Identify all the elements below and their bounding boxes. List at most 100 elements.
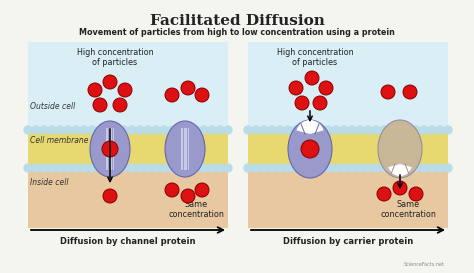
Ellipse shape — [378, 120, 422, 178]
Circle shape — [216, 126, 224, 134]
Circle shape — [364, 164, 372, 172]
Text: ScienceFacts.net: ScienceFacts.net — [404, 262, 445, 267]
Circle shape — [88, 126, 96, 134]
Circle shape — [181, 81, 195, 95]
Text: Movement of particles from high to low concentration using a protein: Movement of particles from high to low c… — [79, 28, 395, 37]
Circle shape — [192, 126, 200, 134]
Circle shape — [292, 164, 300, 172]
Ellipse shape — [90, 121, 130, 177]
Circle shape — [200, 164, 208, 172]
Circle shape — [308, 126, 316, 134]
Circle shape — [216, 164, 224, 172]
Circle shape — [168, 126, 176, 134]
Circle shape — [192, 164, 200, 172]
Circle shape — [301, 140, 319, 158]
Circle shape — [152, 126, 160, 134]
Circle shape — [300, 164, 308, 172]
Circle shape — [152, 164, 160, 172]
Ellipse shape — [165, 121, 205, 177]
Circle shape — [300, 126, 308, 134]
Circle shape — [428, 164, 436, 172]
Circle shape — [208, 126, 216, 134]
Circle shape — [372, 164, 380, 172]
Circle shape — [332, 126, 340, 134]
Circle shape — [444, 164, 452, 172]
Circle shape — [112, 126, 120, 134]
Circle shape — [340, 126, 348, 134]
Circle shape — [396, 126, 404, 134]
Circle shape — [165, 183, 179, 197]
Circle shape — [80, 126, 88, 134]
Bar — [248, 168, 448, 228]
Circle shape — [56, 164, 64, 172]
Circle shape — [364, 126, 372, 134]
Circle shape — [292, 126, 300, 134]
Circle shape — [88, 164, 96, 172]
Circle shape — [112, 164, 120, 172]
Wedge shape — [296, 120, 324, 134]
Circle shape — [348, 164, 356, 172]
Circle shape — [316, 164, 324, 172]
Text: High concentration
of particles: High concentration of particles — [77, 48, 153, 67]
Text: Same
concentration: Same concentration — [380, 200, 436, 219]
Circle shape — [208, 164, 216, 172]
Circle shape — [396, 164, 404, 172]
Circle shape — [381, 85, 395, 99]
Text: Diffusion by channel protein: Diffusion by channel protein — [60, 237, 196, 246]
Circle shape — [305, 71, 319, 85]
Circle shape — [104, 164, 112, 172]
Circle shape — [260, 126, 268, 134]
Circle shape — [32, 164, 40, 172]
Text: Cell membrane: Cell membrane — [30, 136, 89, 145]
Circle shape — [372, 126, 380, 134]
Text: Inside cell: Inside cell — [30, 178, 69, 187]
Bar — [28, 168, 228, 228]
Circle shape — [128, 126, 136, 134]
Circle shape — [252, 164, 260, 172]
Circle shape — [268, 164, 276, 172]
Circle shape — [276, 164, 284, 172]
Circle shape — [332, 164, 340, 172]
Circle shape — [409, 187, 423, 201]
Bar — [248, 130, 448, 168]
Circle shape — [102, 141, 118, 157]
Circle shape — [244, 164, 252, 172]
Circle shape — [380, 164, 388, 172]
Circle shape — [404, 126, 412, 134]
Circle shape — [136, 126, 144, 134]
Circle shape — [96, 126, 104, 134]
Circle shape — [319, 81, 333, 95]
Circle shape — [377, 187, 391, 201]
Circle shape — [48, 126, 56, 134]
Circle shape — [284, 126, 292, 134]
Circle shape — [48, 164, 56, 172]
Circle shape — [104, 126, 112, 134]
Circle shape — [103, 75, 117, 89]
Circle shape — [356, 164, 364, 172]
Circle shape — [224, 126, 232, 134]
Circle shape — [24, 126, 32, 134]
Circle shape — [295, 96, 309, 110]
Circle shape — [340, 164, 348, 172]
Circle shape — [200, 126, 208, 134]
Circle shape — [252, 126, 260, 134]
Circle shape — [96, 164, 104, 172]
Circle shape — [120, 164, 128, 172]
Circle shape — [144, 126, 152, 134]
Circle shape — [24, 164, 32, 172]
Circle shape — [56, 126, 64, 134]
Circle shape — [403, 85, 417, 99]
Circle shape — [444, 126, 452, 134]
Circle shape — [118, 83, 132, 97]
Circle shape — [40, 126, 48, 134]
Circle shape — [181, 189, 195, 203]
Circle shape — [260, 164, 268, 172]
Bar — [28, 42, 228, 130]
Circle shape — [136, 164, 144, 172]
Circle shape — [103, 189, 117, 203]
Circle shape — [184, 164, 192, 172]
Circle shape — [128, 164, 136, 172]
Circle shape — [160, 126, 168, 134]
Circle shape — [244, 126, 252, 134]
Circle shape — [32, 126, 40, 134]
